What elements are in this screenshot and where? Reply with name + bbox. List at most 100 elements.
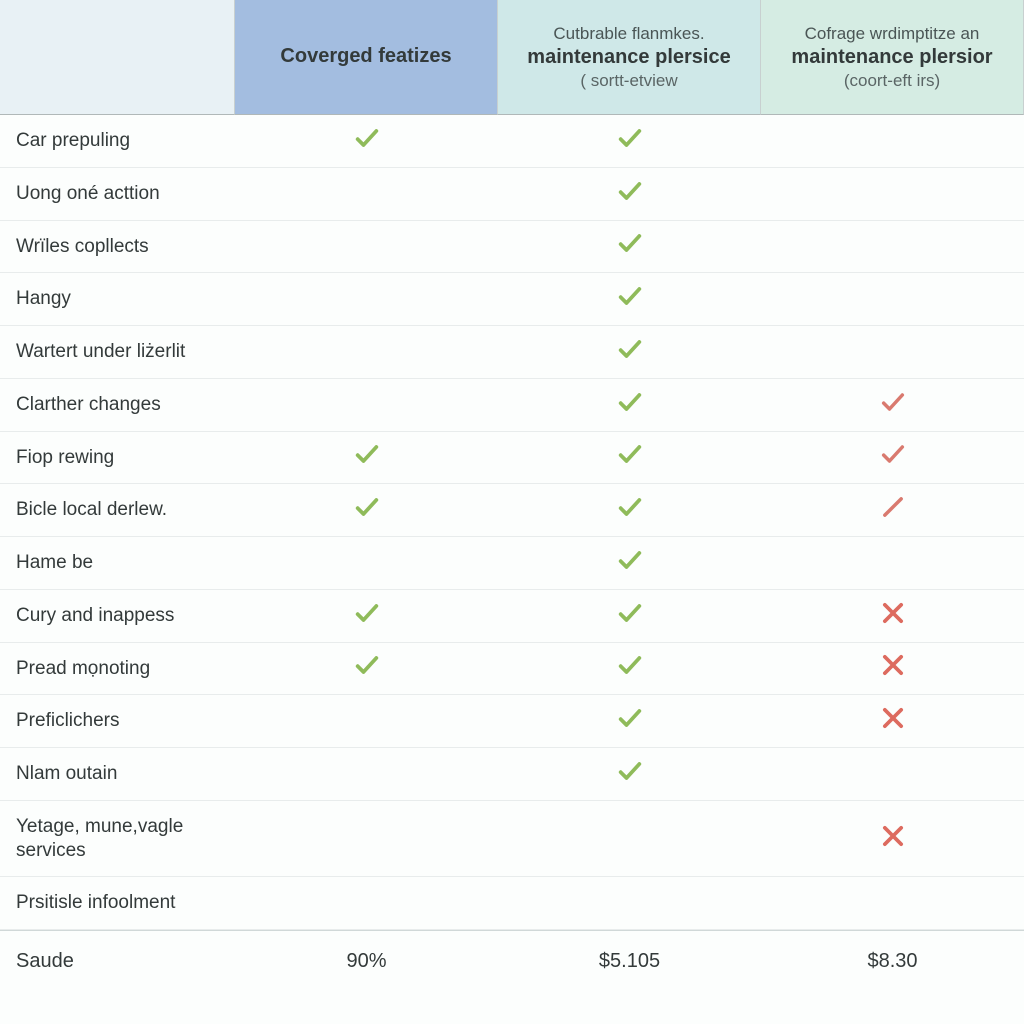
check-icon — [616, 757, 644, 791]
table-row: Pread mọnoting — [0, 643, 1024, 696]
row-cell — [761, 432, 1024, 484]
cross-icon — [879, 704, 907, 738]
header-col2-sub: ( sortt-etview — [580, 71, 677, 91]
row-label: Yetage, mune,vagle services — [0, 801, 235, 877]
row-cell — [761, 748, 1024, 800]
row-cell — [498, 748, 761, 800]
check-icon — [616, 177, 644, 211]
footer-c3: $8.30 — [761, 931, 1024, 992]
row-label: Hame be — [0, 537, 235, 589]
table-header-row: Coverged featizes Cutbrable flanmkes. ma… — [0, 0, 1024, 115]
row-cell — [498, 695, 761, 747]
check-icon — [353, 493, 381, 527]
row-cell — [498, 115, 761, 167]
row-cell — [235, 695, 498, 747]
table-row: Hame be — [0, 537, 1024, 590]
table-row: Bicle local derlew. — [0, 484, 1024, 537]
row-cell — [498, 326, 761, 378]
check-icon — [616, 440, 644, 474]
row-cell — [235, 748, 498, 800]
footer-c2: $5.105 — [498, 931, 761, 992]
row-cell — [498, 221, 761, 273]
table-row: Fiop rewing — [0, 432, 1024, 485]
check-icon — [353, 651, 381, 685]
row-cell — [235, 484, 498, 536]
table-row: Preficlichers — [0, 695, 1024, 748]
check-icon — [616, 124, 644, 158]
row-cell — [235, 643, 498, 695]
row-cell — [498, 379, 761, 431]
row-cell — [235, 432, 498, 484]
row-cell — [761, 273, 1024, 325]
slash-icon — [879, 493, 907, 527]
row-cell — [235, 115, 498, 167]
row-cell — [761, 537, 1024, 589]
cross-icon — [879, 651, 907, 685]
check-icon — [353, 440, 381, 474]
row-label: Cury and inappess — [0, 590, 235, 642]
row-cell — [498, 168, 761, 220]
check-icon — [616, 335, 644, 369]
check-icon — [353, 124, 381, 158]
table-row: Hangy — [0, 273, 1024, 326]
table-row: Wrïles copllects — [0, 221, 1024, 274]
table-row: Nlam outain — [0, 748, 1024, 801]
row-cell — [761, 695, 1024, 747]
row-cell — [761, 801, 1024, 877]
table-row: Clarther changes — [0, 379, 1024, 432]
table-row: Cury and inappess — [0, 590, 1024, 643]
row-cell — [235, 590, 498, 642]
row-cell — [761, 326, 1024, 378]
table-row: Yetage, mune,vagle services — [0, 801, 1024, 878]
row-cell — [235, 221, 498, 273]
row-label: Bicle local derlew. — [0, 484, 235, 536]
row-cell — [761, 643, 1024, 695]
check-icon — [616, 388, 644, 422]
check-icon — [353, 599, 381, 633]
header-col2-title: maintenance plersice — [527, 46, 730, 69]
row-label: Nlam outain — [0, 748, 235, 800]
footer-c1: 90% — [235, 931, 498, 992]
check-icon — [616, 493, 644, 527]
header-col3-title: maintenance plersior — [791, 46, 992, 69]
row-cell — [235, 379, 498, 431]
header-col3-sub: (coort-eft irs) — [844, 71, 940, 91]
row-cell — [498, 643, 761, 695]
row-cell — [498, 273, 761, 325]
row-cell — [498, 590, 761, 642]
header-col3: Cofrage wrdimptitze an maintenance plers… — [761, 0, 1024, 115]
row-cell — [761, 590, 1024, 642]
table-row: Uong oné acttion — [0, 168, 1024, 221]
row-cell — [761, 168, 1024, 220]
row-cell — [761, 877, 1024, 929]
row-cell — [235, 877, 498, 929]
comparison-table: Coverged featizes Cutbrable flanmkes. ma… — [0, 0, 1024, 992]
row-cell — [235, 168, 498, 220]
row-cell — [761, 484, 1024, 536]
check-icon — [616, 704, 644, 738]
row-label: Car prepuling — [0, 115, 235, 167]
row-cell — [235, 801, 498, 877]
row-label: Wrïles copllects — [0, 221, 235, 273]
footer-label: Saude — [0, 931, 235, 992]
row-cell — [498, 484, 761, 536]
table-footer-row: Saude 90% $5.105 $8.30 — [0, 930, 1024, 992]
table-row: Wartert under liżerlit — [0, 326, 1024, 379]
row-cell — [235, 273, 498, 325]
row-cell — [498, 432, 761, 484]
header-col1-title: Coverged featizes — [280, 45, 451, 68]
row-cell — [498, 801, 761, 877]
header-col2-small: Cutbrable flanmkes. — [553, 24, 704, 44]
row-label: Preficlichers — [0, 695, 235, 747]
row-label: Hangy — [0, 273, 235, 325]
row-label: Uong oné acttion — [0, 168, 235, 220]
row-cell — [235, 537, 498, 589]
row-cell — [761, 379, 1024, 431]
row-cell — [498, 877, 761, 929]
row-label: Clarther changes — [0, 379, 235, 431]
row-label: Wartert under liżerlit — [0, 326, 235, 378]
check-icon — [616, 546, 644, 580]
table-body: Car prepulingUong oné acttionWrïles copl… — [0, 115, 1024, 930]
header-col1: Coverged featizes — [235, 0, 498, 115]
header-empty — [0, 0, 235, 115]
